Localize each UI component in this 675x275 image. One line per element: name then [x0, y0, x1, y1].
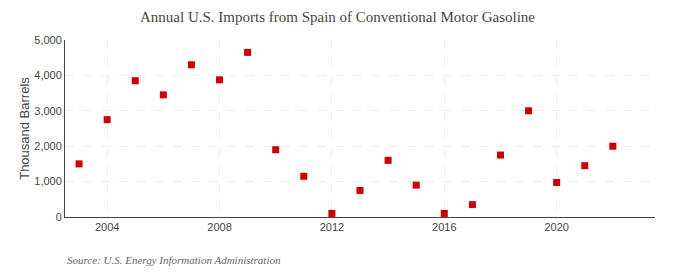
svg-text:2004: 2004 [95, 221, 119, 233]
svg-text:2,000: 2,000 [34, 140, 62, 152]
svg-text:2008: 2008 [207, 221, 231, 233]
svg-text:1,000: 1,000 [34, 175, 62, 187]
svg-text:0: 0 [56, 211, 62, 223]
svg-text:5,000: 5,000 [34, 34, 62, 46]
svg-text:2020: 2020 [544, 221, 568, 233]
svg-text:Thousand Barrels: Thousand Barrels [17, 77, 32, 180]
svg-text:2016: 2016 [432, 221, 456, 233]
svg-text:Annual U.S. Imports from Spain: Annual U.S. Imports from Spain of Conven… [140, 9, 535, 25]
svg-text:Source: U.S. Energy Informatio: Source: U.S. Energy Information Administ… [67, 254, 281, 266]
svg-text:3,000: 3,000 [34, 105, 62, 117]
svg-text:2012: 2012 [320, 221, 344, 233]
svg-text:4,000: 4,000 [34, 69, 62, 81]
